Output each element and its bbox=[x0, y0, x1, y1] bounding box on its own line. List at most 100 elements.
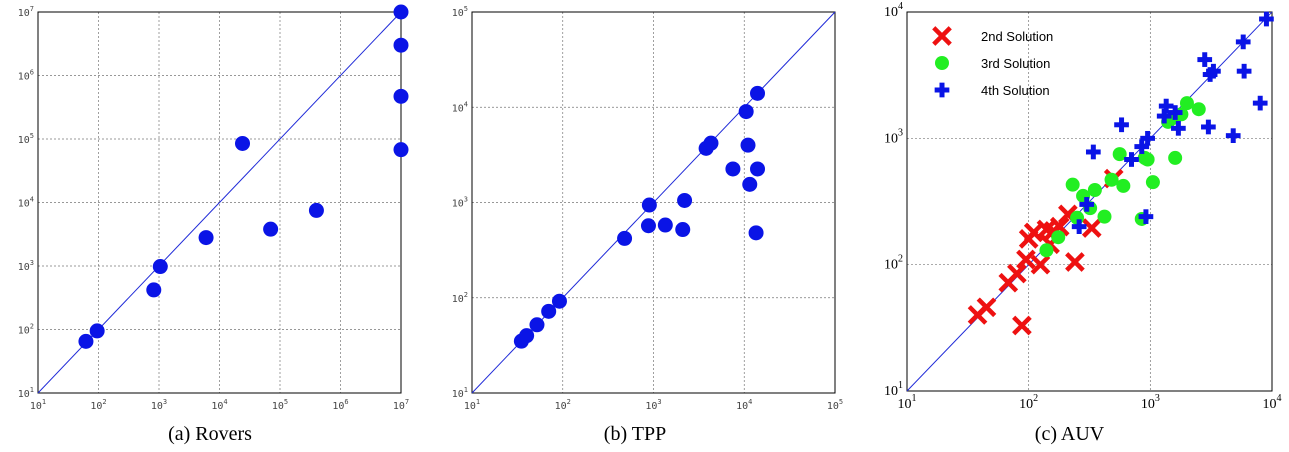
data-point bbox=[1051, 230, 1066, 245]
tick-label: 102 bbox=[18, 323, 34, 337]
caption-auv: (c) AUV bbox=[1034, 423, 1105, 445]
data-point bbox=[1259, 11, 1274, 27]
data-point bbox=[393, 37, 409, 53]
tick-label: 102 bbox=[1019, 393, 1038, 412]
data-point bbox=[934, 82, 950, 98]
data-point bbox=[198, 230, 214, 246]
tick-label: 103 bbox=[151, 398, 167, 412]
data-point bbox=[263, 221, 279, 237]
legend: 2nd Solution 3rd Solution 4th Solution bbox=[932, 26, 1053, 98]
tick-label: 104 bbox=[211, 398, 227, 412]
plot-frame bbox=[906, 11, 1273, 392]
data-point bbox=[1104, 172, 1119, 187]
data-point bbox=[1112, 147, 1127, 162]
series-1 bbox=[78, 4, 409, 349]
data-point bbox=[750, 85, 766, 101]
tick-label: 106 bbox=[18, 69, 34, 83]
data-point bbox=[738, 104, 754, 120]
legend-label: 2nd Solution bbox=[981, 29, 1053, 44]
caption-tpp: (b) TPP bbox=[603, 423, 667, 445]
plot-frame bbox=[37, 11, 402, 394]
data-point bbox=[640, 218, 656, 234]
data-point bbox=[146, 282, 162, 298]
plot-frame bbox=[471, 11, 836, 394]
data-point bbox=[617, 230, 633, 246]
tick-label: 105 bbox=[18, 132, 34, 146]
data-point bbox=[1085, 144, 1101, 160]
tick-label: 104 bbox=[884, 1, 903, 20]
data-point bbox=[1225, 128, 1241, 144]
data-point bbox=[1134, 139, 1150, 154]
data-point bbox=[725, 161, 741, 177]
chart-panel-tpp: 101 102 103 104 105 101 102 103 104 105 (b) TPP bbox=[420, 0, 850, 452]
data-point bbox=[657, 217, 673, 233]
data-point bbox=[393, 88, 409, 104]
data-point bbox=[1179, 96, 1194, 111]
tick-label: 104 bbox=[736, 398, 752, 412]
tick-label: 102 bbox=[555, 398, 571, 412]
series-1 bbox=[513, 85, 766, 349]
data-point bbox=[1030, 254, 1051, 275]
data-point bbox=[703, 135, 719, 151]
data-point bbox=[152, 259, 168, 275]
tick-label: 103 bbox=[18, 259, 34, 273]
series-2 bbox=[1039, 96, 1206, 258]
data-point bbox=[976, 297, 997, 318]
data-point bbox=[1116, 178, 1131, 193]
tick-label: 104 bbox=[452, 100, 468, 114]
tick-label: 104 bbox=[1263, 393, 1282, 412]
tick-label: 102 bbox=[884, 254, 903, 273]
data-point bbox=[1156, 108, 1172, 124]
chart-auv: 101 102 103 104 101 102 103 104 2nd Solution 3rd … bbox=[884, 1, 1282, 412]
data-point bbox=[740, 137, 756, 153]
data-point bbox=[675, 222, 691, 238]
data-point bbox=[1039, 243, 1054, 258]
tick-label: 103 bbox=[645, 398, 661, 412]
data-point bbox=[750, 161, 766, 177]
data-point bbox=[1191, 102, 1206, 117]
tick-label: 101 bbox=[18, 386, 34, 400]
tick-label: 103 bbox=[884, 127, 903, 146]
data-point bbox=[1087, 182, 1102, 197]
tick-label: 103 bbox=[452, 196, 468, 210]
data-point bbox=[1167, 105, 1183, 120]
tick-label: 106 bbox=[332, 398, 348, 412]
tick-label: 101 bbox=[884, 380, 903, 399]
tick-label: 103 bbox=[1141, 393, 1160, 412]
data-point bbox=[742, 176, 758, 192]
data-point bbox=[551, 293, 567, 309]
data-point bbox=[748, 225, 764, 241]
data-point bbox=[519, 328, 535, 344]
legend-label: 4th Solution bbox=[981, 83, 1050, 98]
tick-labels: 101 102 103 104 105 106 107 101 102 103 104 105 106 1… bbox=[18, 5, 409, 412]
data-point bbox=[1236, 63, 1252, 79]
tick-label: 101 bbox=[452, 386, 468, 400]
data-point bbox=[308, 202, 324, 218]
data-point bbox=[1201, 119, 1216, 135]
data-point bbox=[235, 135, 251, 151]
data-point bbox=[1197, 52, 1213, 67]
tick-label: 101 bbox=[464, 398, 480, 412]
data-point bbox=[89, 323, 105, 339]
tick-label: 101 bbox=[30, 398, 46, 412]
data-point bbox=[1124, 152, 1139, 167]
chart-panel-auv: 101 102 103 104 101 102 103 104 2nd Solution 3rd … bbox=[850, 0, 1289, 452]
tick-label: 102 bbox=[452, 291, 468, 305]
data-point bbox=[677, 192, 693, 208]
data-point bbox=[1168, 150, 1183, 165]
data-point bbox=[78, 333, 94, 349]
tick-labels: 101 102 103 104 101 102 103 104 bbox=[884, 1, 1282, 412]
chart-rovers: 101 102 103 104 105 106 107 101 102 103 104 105 106 1… bbox=[18, 4, 409, 412]
data-point bbox=[1065, 252, 1085, 272]
data-point bbox=[641, 197, 657, 213]
data-point bbox=[1081, 218, 1102, 238]
data-point bbox=[1171, 120, 1186, 136]
tick-label: 105 bbox=[452, 5, 468, 19]
tick-label: 107 bbox=[18, 5, 34, 19]
data-point bbox=[393, 142, 409, 158]
tick-label: 107 bbox=[393, 398, 409, 412]
data-point bbox=[1097, 209, 1112, 224]
data-point bbox=[1252, 95, 1268, 111]
data-point bbox=[1140, 130, 1155, 146]
data-point bbox=[1007, 263, 1027, 284]
